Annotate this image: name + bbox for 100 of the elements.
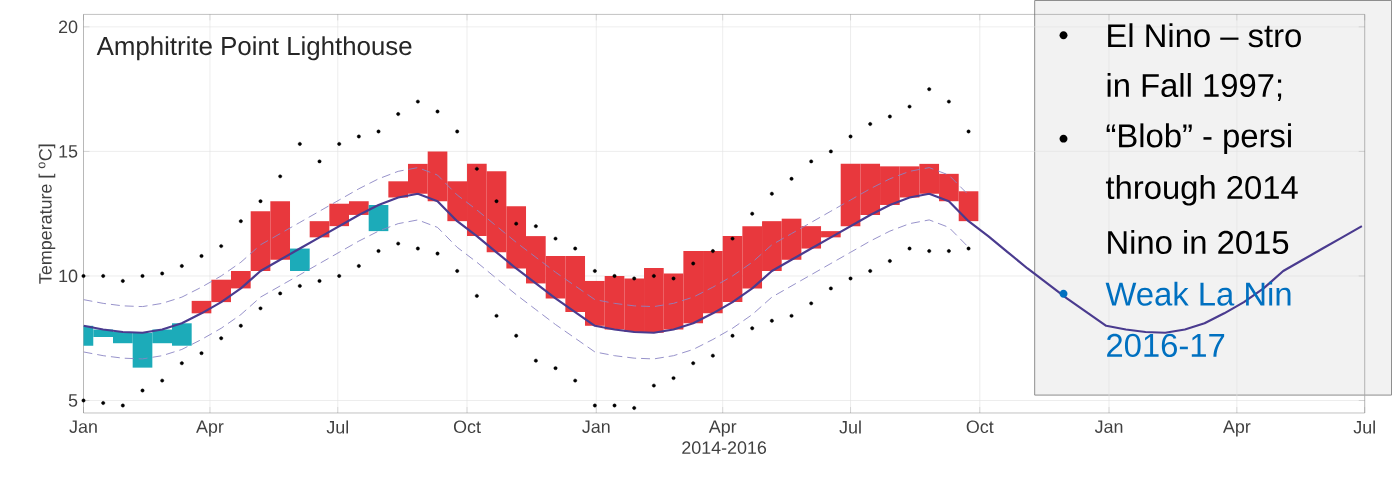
point	[258, 306, 263, 311]
point	[592, 403, 597, 408]
y-tick-label: 15	[59, 145, 78, 158]
point	[710, 249, 715, 254]
x-axis-title: 2014-2016	[682, 441, 767, 455]
point	[868, 269, 873, 274]
x-tick-label: Oct	[966, 420, 994, 434]
point	[81, 274, 86, 279]
point	[474, 167, 479, 171]
point	[238, 324, 243, 328]
text: Amphitrite Point Lighthouse	[96, 36, 412, 61]
point	[415, 246, 420, 251]
point	[612, 274, 617, 279]
point	[691, 261, 696, 266]
point	[730, 334, 735, 338]
annotation: 2016-17	[1107, 334, 1225, 358]
x-tick-label: Apr	[708, 420, 737, 437]
x-tick-label: Jan	[1094, 420, 1123, 434]
point	[828, 149, 833, 154]
point	[258, 199, 263, 204]
point	[887, 114, 892, 119]
point	[160, 378, 165, 383]
x-tick-label: Apr	[196, 420, 224, 437]
point	[101, 401, 106, 406]
point	[750, 212, 755, 216]
point	[297, 284, 302, 289]
point	[907, 246, 912, 251]
y-tick-label: 20	[59, 20, 78, 34]
x-tick-label: Jul	[326, 420, 349, 434]
point	[514, 334, 519, 338]
point	[789, 314, 794, 318]
point	[632, 276, 637, 281]
point	[376, 129, 381, 134]
point	[455, 129, 460, 134]
point	[396, 241, 401, 246]
point	[632, 406, 637, 411]
point	[966, 129, 971, 134]
point	[435, 251, 440, 256]
point	[946, 249, 951, 254]
point	[297, 142, 302, 147]
point	[337, 142, 342, 147]
point	[671, 276, 676, 281]
point	[789, 177, 794, 181]
point	[494, 199, 499, 204]
point	[671, 376, 676, 381]
point	[848, 276, 853, 281]
point	[769, 319, 774, 323]
point	[828, 286, 833, 291]
point	[415, 99, 420, 104]
point	[160, 271, 165, 276]
point	[809, 301, 814, 306]
point	[809, 159, 814, 164]
point	[317, 159, 322, 164]
y-axis-title: Temperature [ $^{o}$C]	[38, 144, 56, 284]
annotation: through 2014	[1105, 175, 1298, 206]
point	[868, 122, 873, 127]
point	[927, 87, 932, 92]
point	[769, 192, 774, 196]
point	[199, 254, 204, 259]
point	[435, 109, 440, 114]
y-tick-label: 10	[59, 269, 78, 283]
annotation: “Blob” - persi	[1106, 123, 1291, 155]
y-tick-label: 5	[68, 394, 78, 407]
point	[494, 314, 499, 318]
point	[219, 244, 224, 249]
point	[356, 264, 361, 269]
point	[907, 104, 912, 109]
point	[376, 249, 381, 254]
point	[514, 222, 519, 226]
point	[317, 279, 322, 284]
x-tick-label: Oct	[453, 420, 481, 434]
bar	[290, 248, 310, 272]
annotation: El Nino – stro	[1108, 23, 1301, 48]
point	[140, 274, 145, 279]
point	[592, 269, 597, 274]
point	[533, 224, 538, 229]
point	[120, 403, 125, 408]
point	[396, 112, 401, 117]
point	[179, 361, 184, 366]
point	[573, 246, 578, 251]
point	[533, 359, 538, 363]
point	[337, 274, 342, 279]
point	[238, 219, 243, 224]
point	[651, 274, 656, 279]
point	[278, 291, 283, 296]
x-tick-label: Jan	[582, 420, 610, 434]
point	[199, 351, 204, 356]
point	[946, 99, 951, 104]
point	[474, 294, 479, 299]
point	[553, 366, 558, 371]
point	[101, 274, 106, 279]
point	[966, 246, 971, 251]
bar	[368, 205, 389, 232]
point	[730, 236, 735, 241]
x-tick-label: Jan	[69, 420, 97, 434]
point	[120, 279, 125, 284]
x-tick-label: Jul	[1353, 420, 1375, 434]
point	[356, 134, 361, 139]
point	[219, 336, 224, 341]
point	[887, 259, 892, 264]
